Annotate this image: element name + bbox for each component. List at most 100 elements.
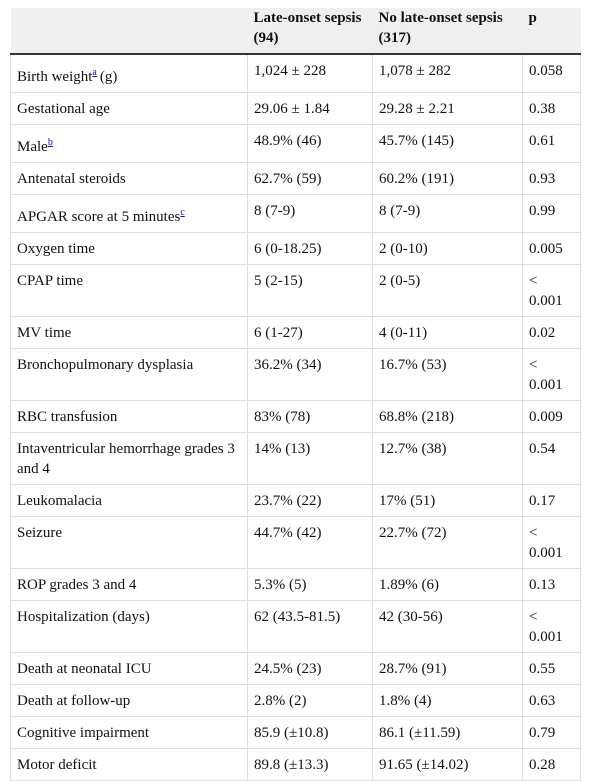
cell-text: 42 (30-56)	[379, 609, 443, 625]
value-cell: 0.005	[522, 232, 581, 265]
cell-text: 0.009	[529, 409, 563, 425]
table-row: APGAR score at 5 minutesc 8 (7-9) 8 (7-9) 0…	[10, 194, 581, 233]
value-cell: 14% (13)	[247, 432, 373, 485]
cell-text: 1.89% (6)	[379, 577, 439, 593]
value-cell: 0.02	[522, 316, 581, 349]
cell-text: < 0.001	[529, 273, 563, 309]
cell-text: 28.7% (91)	[379, 661, 447, 677]
footnote-link[interactable]: b	[47, 137, 53, 148]
row-label: Death at follow-up	[17, 693, 131, 709]
table-row: Hospitalization (days) 62 (43.5-81.5) 42 (…	[10, 600, 581, 653]
value-cell: 0.54	[522, 432, 581, 485]
value-cell: 86.1 (±11.59)	[372, 716, 523, 749]
value-cell: 29.28 ± 2.21	[372, 92, 523, 125]
row-label-cell: RBC transfusion	[10, 400, 248, 433]
cell-text: 29.28 ± 2.21	[379, 101, 455, 117]
row-label: Death at neonatal ICU	[17, 661, 152, 677]
value-cell: < 0.001	[522, 348, 581, 401]
row-label-cell: Cognitive impairment	[10, 716, 248, 749]
cell-text: 6 (0-18.25)	[254, 241, 322, 257]
data-table: Late-onset sepsis (94) No late-onset seps…	[10, 8, 581, 781]
cell-text: 12.7% (38)	[379, 441, 447, 457]
cell-text: 5.3% (5)	[254, 577, 307, 593]
table-body: Birth weighta (g) 1,024 ± 228 1,078 ± 282 0.…	[10, 53, 581, 781]
footnote-ref: c	[180, 204, 184, 218]
value-cell: 0.63	[522, 684, 581, 717]
value-cell: 2 (0-10)	[372, 232, 523, 265]
value-cell: 0.28	[522, 748, 581, 781]
row-label: Oxygen time	[17, 241, 95, 257]
value-cell: 1,024 ± 228	[247, 53, 373, 93]
cell-text: 0.058	[529, 63, 563, 79]
table-row: Gestational age 29.06 ± 1.84 29.28 ± 2.21 0…	[10, 92, 581, 125]
value-cell: 1,078 ± 282	[372, 53, 523, 93]
value-cell: 0.38	[522, 92, 581, 125]
cell-text: < 0.001	[529, 525, 563, 561]
cell-text: 1.8% (4)	[379, 693, 432, 709]
table-row: Oxygen time 6 (0-18.25) 2 (0-10) 0.005	[10, 232, 581, 265]
value-cell: 0.55	[522, 652, 581, 685]
row-label: RBC transfusion	[17, 409, 118, 425]
unit: (g)	[99, 69, 118, 85]
cell-text: 1,078 ± 282	[379, 63, 451, 79]
cell-text: 0.005	[529, 241, 563, 257]
row-label-cell: Gestational age	[10, 92, 248, 125]
footnote-ref: b	[48, 134, 53, 148]
value-cell: 8 (7-9)	[247, 194, 373, 233]
value-cell: 2 (0-5)	[372, 264, 523, 317]
header-text: No late-onset sepsis (317)	[378, 10, 503, 46]
table-row: Death at follow-up 2.8% (2) 1.8% (4) 0.63	[10, 684, 581, 717]
row-label: Antenatal steroids	[17, 171, 126, 187]
cell-text: 85.9 (±10.8)	[254, 725, 329, 741]
value-cell: < 0.001	[522, 264, 581, 317]
value-cell: 48.9% (46)	[247, 124, 373, 163]
cell-text: 1,024 ± 228	[254, 63, 326, 79]
value-cell: 8 (7-9)	[372, 194, 523, 233]
value-cell: 85.9 (±10.8)	[247, 716, 373, 749]
row-label-cell: Antenatal steroids	[10, 162, 248, 195]
value-cell: 4 (0-11)	[372, 316, 523, 349]
cell-text: 2 (0-10)	[379, 241, 428, 257]
row-label-cell: APGAR score at 5 minutesc	[10, 194, 248, 233]
value-cell: 60.2% (191)	[372, 162, 523, 195]
row-label-cell: Bronchopulmonary dysplasia	[10, 348, 248, 401]
row-label: ROP grades 3 and 4	[17, 577, 137, 593]
cell-text: 68.8% (218)	[379, 409, 454, 425]
row-label-cell: CPAP time	[10, 264, 248, 317]
header-text: Late-onset sepsis (94)	[253, 10, 362, 46]
header-cell: Late-onset sepsis (94)	[247, 8, 373, 55]
row-label: Leukomalacia	[17, 493, 102, 509]
value-cell: 5 (2-15)	[247, 264, 373, 317]
row-label-cell: Death at follow-up	[10, 684, 248, 717]
table-row: Cognitive impairment 85.9 (±10.8) 86.1 (±1…	[10, 716, 581, 749]
header-text: p	[528, 10, 537, 26]
cell-text: 17% (51)	[379, 493, 436, 509]
footnote-link[interactable]: c	[180, 207, 185, 218]
footnote-link[interactable]: a	[92, 67, 97, 78]
table-row: RBC transfusion 83% (78) 68.8% (218) 0.009	[10, 400, 581, 433]
cell-text: 0.02	[529, 325, 556, 341]
row-label: Intaventricular hemorrhage grades 3 and …	[17, 441, 235, 477]
cell-text: < 0.001	[529, 357, 563, 393]
value-cell: 2.8% (2)	[247, 684, 373, 717]
value-cell: 5.3% (5)	[247, 568, 373, 601]
cell-text: 29.06 ± 1.84	[254, 101, 330, 117]
cell-text: 60.2% (191)	[379, 171, 454, 187]
row-label: Gestational age	[17, 101, 110, 117]
table-row: Antenatal steroids 62.7% (59) 60.2% (191) 0…	[10, 162, 581, 195]
row-label-cell: Death at neonatal ICU	[10, 652, 248, 685]
cell-text: 8 (7-9)	[379, 203, 421, 219]
header-cell: p	[522, 8, 581, 55]
table-row: Bronchopulmonary dysplasia 36.2% (34) 16.7…	[10, 348, 581, 401]
row-label: Seizure	[17, 525, 62, 541]
value-cell: 0.79	[522, 716, 581, 749]
table-row: Intaventricular hemorrhage grades 3 and …	[10, 432, 581, 485]
value-cell: 42 (30-56)	[372, 600, 523, 653]
value-cell: 0.99	[522, 194, 581, 233]
header-row: Late-onset sepsis (94) No late-onset seps…	[10, 8, 581, 55]
table-row: Birth weighta (g) 1,024 ± 228 1,078 ± 282 0.…	[10, 53, 581, 93]
row-label: Hospitalization (days)	[17, 609, 150, 625]
cell-text: 48.9% (46)	[254, 133, 322, 149]
table-row: Motor deficit 89.8 (±13.3) 91.65 (±14.02) 0…	[10, 748, 581, 781]
cell-text: 0.17	[529, 493, 556, 509]
